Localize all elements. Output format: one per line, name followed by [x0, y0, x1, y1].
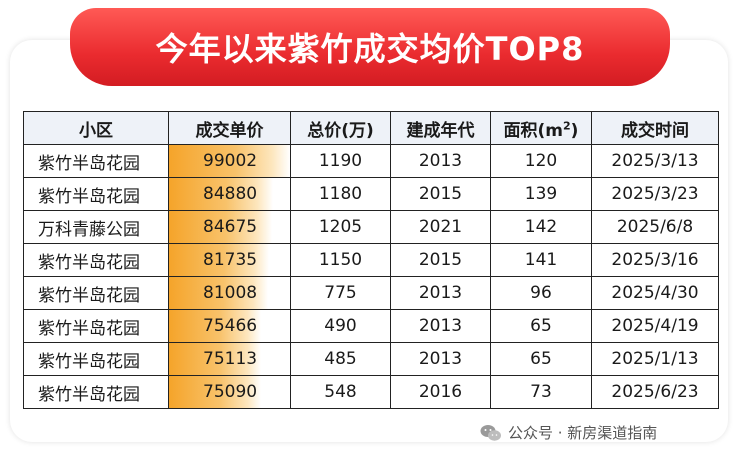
cell-build-year: 2013: [390, 309, 491, 343]
cell-unit-price: 84880: [168, 177, 291, 211]
table-row: 紫竹半岛花园 81735 1150 2015 141 2025/3/16: [23, 243, 719, 277]
cell-build-year: 2015: [390, 243, 491, 277]
header-total-price: 总价(万): [290, 111, 391, 145]
page-title: 今年以来紫竹成交均价TOP8: [155, 30, 585, 68]
cell-area: 65: [490, 342, 592, 376]
cell-build-year: 2013: [390, 276, 491, 310]
cell-area: 120: [490, 144, 592, 178]
cell-unit-price: 81008: [168, 276, 291, 310]
cell-deal-date: 2025/4/19: [591, 309, 719, 343]
price-bar: [169, 277, 268, 309]
cell-total-price: 1205: [290, 210, 391, 244]
price-bar: [169, 178, 273, 210]
header-deal-date: 成交时间: [591, 111, 719, 145]
cell-area: 65: [490, 309, 592, 343]
unit-price-value: 75090: [203, 382, 258, 402]
price-bar: [169, 310, 262, 342]
cell-community: 紫竹半岛花园: [23, 342, 169, 376]
cell-community: 紫竹半岛花园: [23, 375, 169, 409]
cell-unit-price: 75090: [168, 375, 291, 409]
table-row: 紫竹半岛花园 75090 548 2016 73 2025/6/23: [23, 375, 719, 409]
price-bar: [169, 376, 261, 408]
table-row: 万科青藤公园 84675 1205 2021 142 2025/6/8: [23, 210, 719, 244]
cell-total-price: 490: [290, 309, 391, 343]
cell-deal-date: 2025/3/13: [591, 144, 719, 178]
cell-area: 139: [490, 177, 592, 211]
table-row: 紫竹半岛花园 75113 485 2013 65 2025/1/13: [23, 342, 719, 376]
price-bar: [169, 343, 261, 375]
price-table: 小区 成交单价 总价(万) 建成年代 面积(m2) 成交时间 紫竹半岛花园 990…: [23, 111, 719, 409]
cell-area: 73: [490, 375, 592, 409]
cell-unit-price: 81735: [168, 243, 291, 277]
price-bar: [169, 211, 273, 243]
cell-total-price: 775: [290, 276, 391, 310]
title-banner: [70, 8, 670, 86]
cell-total-price: 548: [290, 375, 391, 409]
cell-total-price: 1180: [290, 177, 391, 211]
table-row: 紫竹半岛花园 75466 490 2013 65 2025/4/19: [23, 309, 719, 343]
cell-community: 紫竹半岛花园: [23, 144, 169, 178]
cell-build-year: 2021: [390, 210, 491, 244]
cell-unit-price: 84675: [168, 210, 291, 244]
price-bar: [169, 145, 290, 177]
cell-unit-price: 75113: [168, 342, 291, 376]
cell-deal-date: 2025/4/30: [591, 276, 719, 310]
header-area: 面积(m2): [490, 111, 592, 145]
cell-community: 紫竹半岛花园: [23, 309, 169, 343]
header-build-year: 建成年代: [390, 111, 491, 145]
table-row: 紫竹半岛花园 84880 1180 2015 139 2025/3/23: [23, 177, 719, 211]
cell-build-year: 2013: [390, 342, 491, 376]
header-unit-price: 成交单价: [168, 111, 291, 145]
price-bar: [169, 244, 269, 276]
cell-deal-date: 2025/1/13: [591, 342, 719, 376]
cell-build-year: 2013: [390, 144, 491, 178]
wechat-icon: [480, 424, 501, 441]
unit-price-value: 84675: [203, 217, 258, 237]
cell-build-year: 2016: [390, 375, 491, 409]
cell-area: 96: [490, 276, 592, 310]
unit-price-value: 75113: [203, 349, 258, 369]
unit-price-value: 81735: [203, 250, 258, 270]
cell-total-price: 485: [290, 342, 391, 376]
header-community: 小区: [23, 111, 169, 145]
cell-total-price: 1190: [290, 144, 391, 178]
cell-community: 紫竹半岛花园: [23, 276, 169, 310]
cell-total-price: 1150: [290, 243, 391, 277]
cell-deal-date: 2025/3/23: [591, 177, 719, 211]
cell-unit-price: 99002: [168, 144, 291, 178]
cell-deal-date: 2025/6/8: [591, 210, 719, 244]
cell-area: 141: [490, 243, 592, 277]
cell-build-year: 2015: [390, 177, 491, 211]
watermark: 公众号 · 新房渠道指南: [480, 422, 657, 443]
cell-deal-date: 2025/3/16: [591, 243, 719, 277]
unit-price-value: 84880: [203, 184, 258, 204]
unit-price-value: 99002: [203, 151, 258, 171]
cell-community: 紫竹半岛花园: [23, 177, 169, 211]
watermark-text: 公众号 · 新房渠道指南: [508, 424, 658, 442]
cell-deal-date: 2025/6/23: [591, 375, 719, 409]
table-row: 紫竹半岛花园 99002 1190 2013 120 2025/3/13: [23, 144, 719, 178]
cell-area: 142: [490, 210, 592, 244]
unit-price-value: 81008: [203, 283, 258, 303]
cell-community: 紫竹半岛花园: [23, 243, 169, 277]
cell-unit-price: 75466: [168, 309, 291, 343]
unit-price-value: 75466: [203, 316, 258, 336]
table-header-row: 小区 成交单价 总价(万) 建成年代 面积(m2) 成交时间: [23, 111, 719, 145]
cell-community: 万科青藤公园: [23, 210, 169, 244]
table-row: 紫竹半岛花园 81008 775 2013 96 2025/4/30: [23, 276, 719, 310]
